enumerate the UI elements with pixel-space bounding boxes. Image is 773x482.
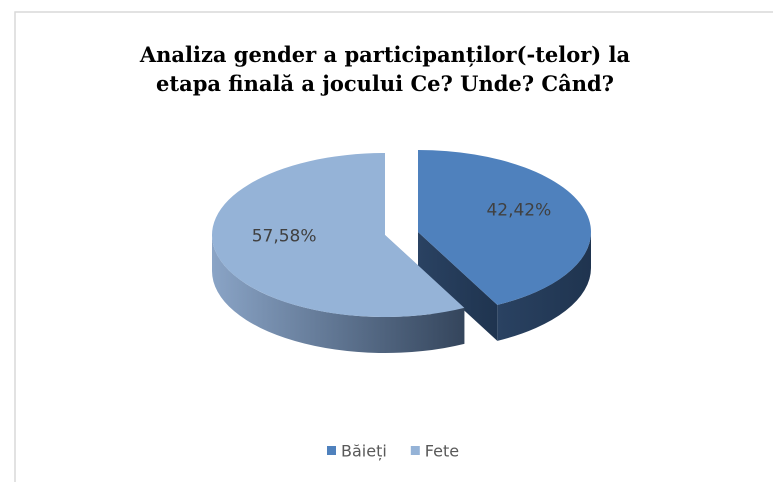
slice-face — [418, 232, 498, 341]
legend-label: Fete — [425, 442, 459, 461]
data-label: 42,42% — [486, 200, 551, 220]
slice — [418, 150, 591, 305]
legend-swatch — [410, 446, 420, 455]
chart-border — [14, 11, 773, 482]
data-label: 57,58% — [252, 227, 317, 247]
legend-swatch — [327, 446, 336, 455]
slice-side — [212, 235, 465, 353]
legend-label: Băieți — [341, 442, 387, 461]
chart-title: Analiza gender a participanților(-telor)… — [139, 42, 631, 96]
slice-side — [497, 232, 591, 341]
slice — [211, 153, 465, 318]
